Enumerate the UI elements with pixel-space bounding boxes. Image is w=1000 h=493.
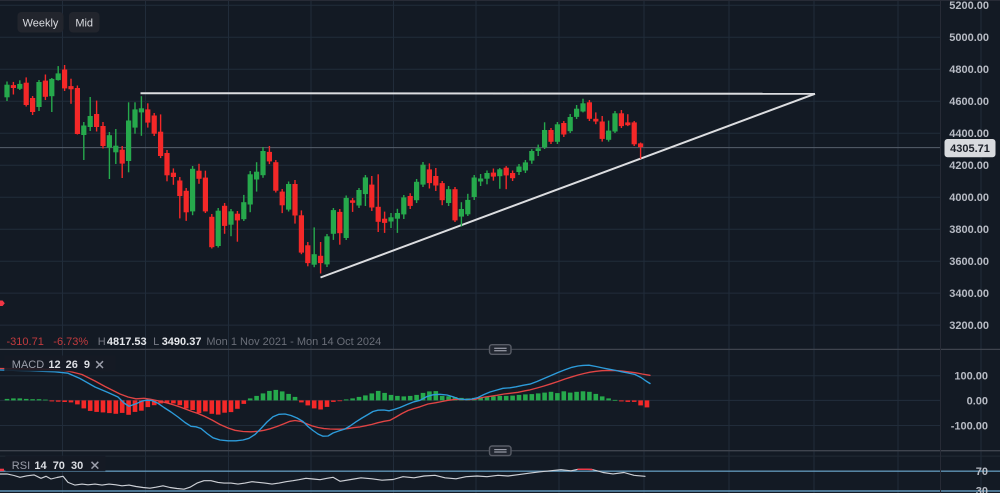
svg-text:26: 26: [66, 359, 78, 371]
svg-text:100.00: 100.00: [954, 371, 988, 383]
svg-text:70: 70: [53, 460, 65, 472]
svg-text:4800.00: 4800.00: [949, 64, 989, 76]
svg-text:4305.71: 4305.71: [950, 143, 990, 155]
svg-text:Weekly: Weekly: [23, 18, 59, 30]
svg-text:12: 12: [48, 359, 60, 371]
svg-text:5000.00: 5000.00: [949, 32, 989, 44]
svg-text:-310.71: -310.71: [7, 336, 44, 348]
svg-text:70: 70: [976, 466, 988, 478]
svg-text:4000.00: 4000.00: [949, 192, 989, 204]
svg-text:H: H: [98, 336, 106, 348]
svg-text:30: 30: [71, 460, 83, 472]
svg-text:MACD: MACD: [12, 359, 44, 371]
svg-text:Mon 1 Nov 2021 - Mon 14 Oct 20: Mon 1 Nov 2021 - Mon 14 Oct 2024: [206, 336, 381, 348]
svg-text:5200.00: 5200.00: [949, 0, 989, 12]
svg-text:-6.73%: -6.73%: [53, 336, 88, 348]
svg-text:-100.00: -100.00: [951, 420, 988, 432]
svg-text:3200.00: 3200.00: [949, 320, 989, 332]
svg-text:30: 30: [976, 486, 988, 493]
svg-text:3800.00: 3800.00: [949, 224, 989, 236]
svg-text:4817.53: 4817.53: [107, 336, 147, 348]
svg-text:0.00: 0.00: [967, 395, 988, 407]
svg-text:Mid: Mid: [75, 18, 93, 30]
svg-text:4400.00: 4400.00: [949, 128, 989, 140]
svg-text:4600.00: 4600.00: [949, 96, 989, 108]
svg-text:RSI: RSI: [12, 460, 30, 472]
svg-text:3490.37: 3490.37: [162, 336, 202, 348]
svg-text:L: L: [153, 336, 159, 348]
svg-text:3600.00: 3600.00: [949, 256, 989, 268]
svg-text:4200.00: 4200.00: [949, 160, 989, 172]
svg-text:3400.00: 3400.00: [949, 288, 989, 300]
svg-text:14: 14: [34, 460, 47, 472]
svg-text:9: 9: [84, 359, 90, 371]
